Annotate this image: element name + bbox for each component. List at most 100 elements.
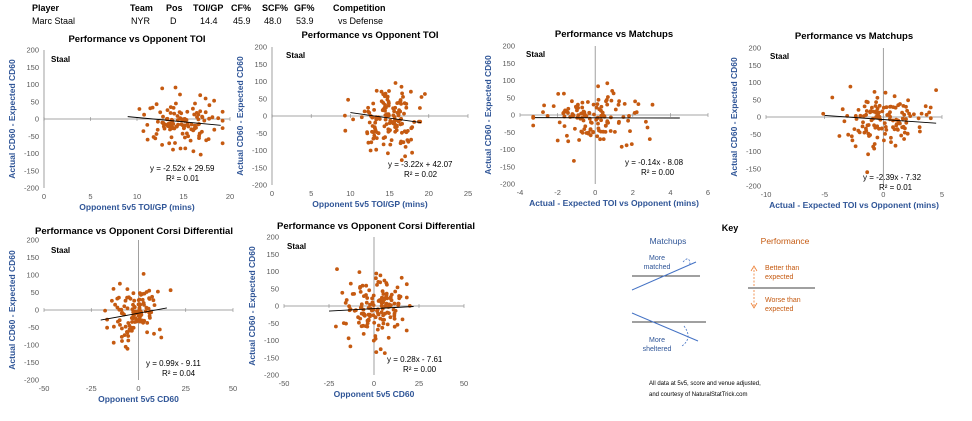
scatter-point: [111, 340, 116, 345]
header-gf-value: 53.9: [296, 16, 314, 26]
scatter-point: [599, 118, 603, 123]
x-tick-label: -25: [324, 379, 335, 388]
player-summary-header: Player Team Pos TOI/GP CF% SCF% GF% Comp…: [0, 0, 972, 30]
y-tick-label: 100: [26, 271, 39, 280]
scatter-point: [371, 313, 376, 318]
x-tick-label: 0: [270, 189, 274, 198]
y-tick-label: 0: [35, 115, 39, 124]
scatter-point: [603, 123, 608, 128]
scatter-point: [141, 301, 146, 305]
scatter-point: [928, 116, 933, 121]
x-axis-label: Opponent 5v5 TOI/GP (mins): [79, 202, 195, 212]
y-axis-label: Actual CD60 - Expected CD60: [235, 56, 245, 176]
scatter-point: [616, 102, 621, 107]
scatter-point: [371, 136, 376, 141]
scatter-point: [136, 302, 141, 307]
scatter-point: [575, 108, 579, 113]
scatter-point: [860, 124, 865, 129]
trendline: [100, 307, 167, 321]
scatter-point: [644, 119, 648, 124]
y-tick-label: -50: [268, 319, 279, 328]
scatter-point: [145, 137, 150, 142]
scatter-point: [596, 121, 600, 126]
scatter-point: [110, 298, 114, 303]
scatter-point: [123, 298, 128, 303]
scatter-point: [875, 135, 880, 140]
scatter-point: [120, 311, 125, 315]
scatter-point: [120, 339, 124, 343]
y-tick-label: 150: [26, 253, 39, 262]
x-axis-label: Opponent 5v5 CD60: [98, 394, 179, 404]
scatter-point: [904, 120, 909, 125]
scatter-point: [388, 118, 393, 123]
x-axis-label: Opponent 5v5 CD60: [334, 389, 415, 399]
scatter-point: [380, 289, 385, 294]
scatter-point: [372, 320, 377, 325]
scatter-point: [900, 110, 904, 115]
scatter-point: [406, 139, 411, 144]
scatter-point: [113, 302, 117, 307]
scatter-point: [903, 126, 907, 131]
scatter-point: [896, 103, 901, 108]
y-tick-label: 200: [26, 236, 39, 245]
scatter-point: [904, 104, 908, 109]
scatter-point: [379, 304, 384, 308]
scatter-point: [605, 102, 610, 107]
scatter-point: [400, 121, 404, 126]
scatter-point: [892, 94, 897, 99]
x-tick-label: 25: [464, 189, 472, 198]
trend-equation: y = 0.99x - 9.11: [146, 359, 201, 368]
y-tick-label: 100: [254, 77, 267, 86]
scatter-point: [837, 134, 842, 138]
scatter-point: [383, 135, 387, 140]
y-axis-label: Actual CD60 - Expected CD60: [483, 55, 493, 175]
scatter-point: [872, 90, 877, 94]
scatter-point: [373, 334, 378, 338]
scatter-point: [842, 119, 847, 124]
scatter-point: [384, 291, 389, 296]
scatter-point: [120, 326, 124, 331]
scatter-point: [395, 285, 400, 290]
scatter-point: [928, 105, 933, 110]
y-tick-label: -100: [24, 341, 39, 350]
chart-4: Performance vs Matchups200150100500-50-1…: [729, 31, 944, 210]
scatter-point: [868, 110, 872, 115]
scatter-point: [888, 104, 892, 109]
y-tick-label: 200: [266, 233, 279, 242]
scatter-point: [177, 110, 182, 114]
scatter-point: [118, 281, 122, 286]
scatter-point: [368, 148, 373, 153]
x-tick-label: 0: [881, 190, 885, 199]
scatter-point: [889, 140, 893, 145]
trendline: [328, 306, 414, 312]
scatter-point: [343, 301, 348, 305]
scatter-point: [371, 101, 376, 106]
x-tick-label: 0: [42, 192, 46, 201]
scatter-point: [877, 103, 882, 108]
scatter-point: [183, 135, 187, 140]
scatter-point: [344, 298, 349, 302]
scatter-point: [145, 321, 150, 325]
scatter-point: [377, 117, 382, 121]
scatter-point: [378, 347, 383, 352]
scatter-point: [872, 123, 876, 128]
scatter-point: [570, 112, 575, 116]
y-tick-label: -200: [24, 184, 39, 193]
scatter-point: [374, 88, 379, 93]
scatter-point: [126, 338, 131, 343]
header-team-value: NYR: [131, 16, 151, 26]
scatter-point: [887, 117, 892, 122]
scatter-point: [581, 109, 586, 114]
x-tick-label: 0: [372, 379, 376, 388]
scatter-point: [381, 101, 386, 105]
scatter-point: [403, 154, 407, 159]
scatter-point: [367, 288, 372, 293]
scatter-point: [577, 138, 581, 142]
scatter-point: [122, 304, 127, 309]
scatter-point: [125, 287, 130, 291]
scatter-point: [126, 334, 131, 338]
scatter-point: [136, 298, 141, 302]
scatter-point: [565, 133, 569, 138]
scatter-point: [371, 303, 376, 307]
